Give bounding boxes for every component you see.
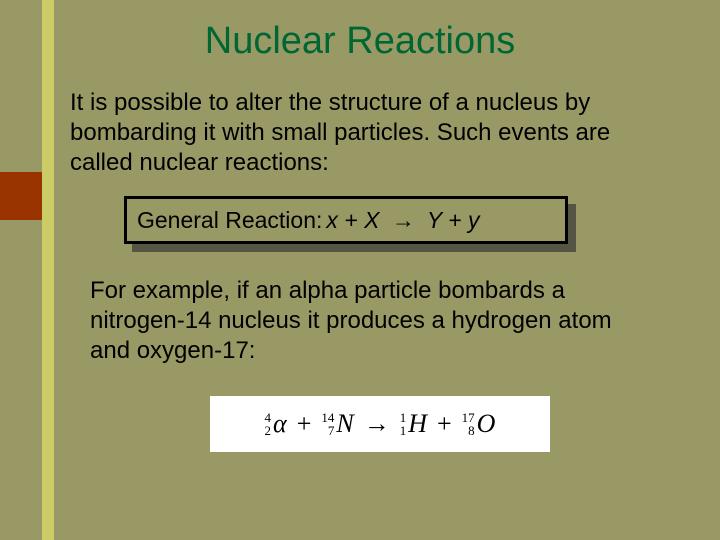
reaction-label: General Reaction: <box>137 207 322 234</box>
nuclear-equation: 4 2 α + 14 7 N → 1 1 H + 1 7 8 <box>210 396 550 452</box>
nuclide-alpha-z: 2 <box>265 424 272 437</box>
reaction-var-x: x <box>326 207 338 233</box>
slide-container: Nuclear Reactions It is possible to alte… <box>0 0 720 540</box>
nuclide-h-sym: H <box>408 409 427 439</box>
reaction-arrow-icon: → <box>392 207 415 233</box>
reaction-var-y: y <box>468 207 480 233</box>
sidebar-accent-yellow <box>42 0 54 540</box>
reaction-var-X: X <box>364 207 379 233</box>
general-reaction-box: General Reaction: x + X → Y + y <box>124 196 568 244</box>
nuclide-nitrogen: 14 7 N <box>321 409 353 439</box>
reaction-plus-1: + <box>338 207 364 233</box>
reaction-var-Y: Y <box>427 207 442 233</box>
nuclide-alpha: 4 2 α <box>265 409 287 439</box>
nuclide-o-z: 8 <box>462 424 475 437</box>
eq-plus-1: + <box>297 409 312 439</box>
sidebar-accent-red <box>0 172 42 220</box>
nuclide-n-sym: N <box>336 409 353 439</box>
reaction-plus-2: + <box>442 207 468 233</box>
slide-title: Nuclear Reactions <box>0 20 720 63</box>
eq-plus-2: + <box>437 409 452 439</box>
eq-arrow-icon: → <box>364 409 390 439</box>
nuclide-hydrogen: 1 1 H <box>400 409 427 439</box>
nuclide-n-z: 7 <box>321 424 334 437</box>
body-text-1: It is possible to alter the structure of… <box>70 88 670 178</box>
body-text-2: For example, if an alpha particle bombar… <box>90 276 650 366</box>
nuclide-h-z: 1 <box>400 424 407 437</box>
nuclide-alpha-sym: α <box>273 409 287 439</box>
nuclide-oxygen: 17 8 O <box>462 409 496 439</box>
nuclide-o-sym: O <box>477 409 496 439</box>
